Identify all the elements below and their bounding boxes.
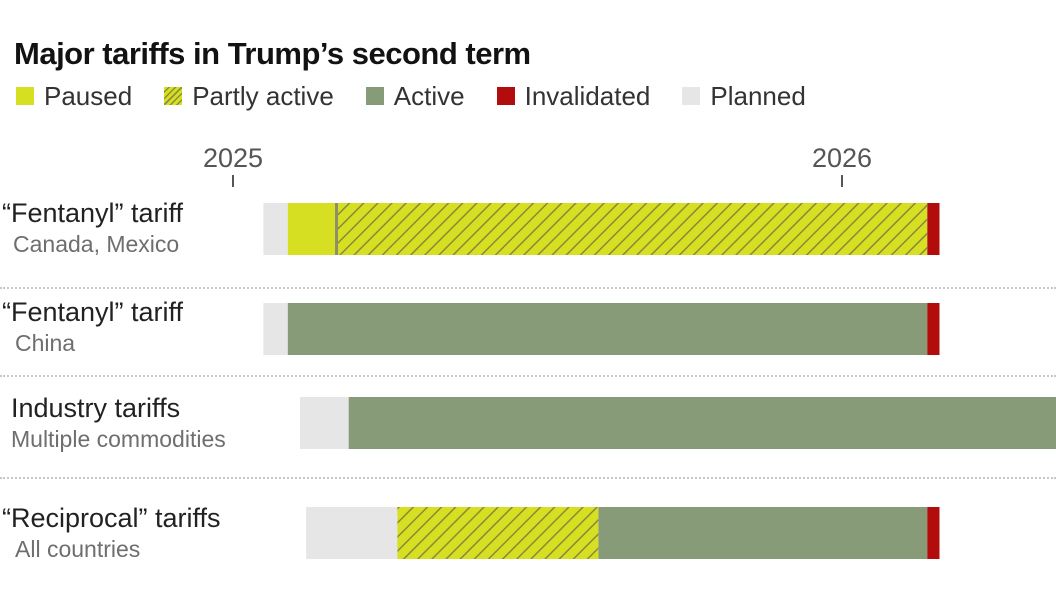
bar-segment-active bbox=[348, 397, 1056, 449]
bar-segment-planned bbox=[300, 397, 349, 449]
legend-item-active: Active bbox=[365, 80, 465, 112]
legend-label-planned: Planned bbox=[710, 81, 806, 111]
bar-segment-partly bbox=[397, 507, 599, 559]
bar-segment-planned bbox=[263, 303, 288, 355]
row-subtitle: All countries bbox=[15, 536, 141, 562]
legend-item-invalidated: Invalidated bbox=[496, 80, 651, 112]
row-title: “Reciprocal” tariffs bbox=[2, 503, 221, 533]
bar-segment-active bbox=[598, 507, 928, 559]
row-title: “Fentanyl” tariff bbox=[2, 198, 184, 228]
legend-label-active: Active bbox=[393, 81, 465, 111]
legend: Paused Partly active Active Invalidated … bbox=[16, 80, 838, 112]
legend-item-paused: Paused bbox=[16, 80, 132, 112]
legend-label-partly-active: Partly active bbox=[192, 81, 334, 111]
legend-swatch-active bbox=[365, 87, 384, 105]
row-label-fentanyl-canada-mexico: “Fentanyl” tariff Canada, Mexico bbox=[2, 197, 183, 259]
row-divider bbox=[0, 375, 1056, 377]
legend-swatch-planned bbox=[682, 87, 701, 105]
legend-swatch-partly-active bbox=[164, 87, 183, 105]
bars bbox=[263, 203, 1056, 559]
bar-segment-planned bbox=[306, 507, 398, 559]
legend-item-partly-active: Partly active bbox=[164, 80, 334, 112]
row-divider bbox=[0, 477, 1056, 479]
row-label-reciprocal: “Reciprocal” tariffs All countries bbox=[2, 502, 221, 564]
x-tick-label-2026: 2026 bbox=[812, 143, 872, 173]
legend-label-paused: Paused bbox=[44, 81, 133, 111]
row-title: Industry tariffs bbox=[11, 393, 181, 423]
row-subtitle: Canada, Mexico bbox=[13, 231, 180, 257]
chart-title: Major tariffs in Trump’s second term bbox=[14, 36, 531, 71]
bar-segment-invalidated bbox=[927, 507, 940, 559]
bar-segment-planned bbox=[263, 203, 288, 255]
bar-segment-invalidated bbox=[927, 203, 940, 255]
legend-item-planned: Planned bbox=[682, 80, 806, 112]
legend-swatch-invalidated bbox=[496, 87, 515, 105]
row-title: “Fentanyl” tariff bbox=[2, 297, 184, 327]
row-divider bbox=[0, 287, 1056, 289]
bar-segment-partly bbox=[336, 203, 928, 255]
legend-label-invalidated: Invalidated bbox=[524, 81, 651, 111]
row-label-industry: Industry tariffs Multiple commodities bbox=[11, 392, 226, 454]
x-axis: 2025 2026 bbox=[203, 143, 872, 187]
bar-segment-invalidated bbox=[927, 303, 940, 355]
row-subtitle: Multiple commodities bbox=[11, 426, 226, 452]
bar-segment-active bbox=[287, 303, 928, 355]
bar-segment-paused bbox=[287, 203, 337, 255]
row-subtitle: China bbox=[15, 330, 76, 356]
row-label-fentanyl-china: “Fentanyl” tariff China bbox=[2, 296, 183, 358]
legend-swatch-paused bbox=[16, 87, 34, 105]
x-tick-label-2025: 2025 bbox=[203, 143, 263, 173]
